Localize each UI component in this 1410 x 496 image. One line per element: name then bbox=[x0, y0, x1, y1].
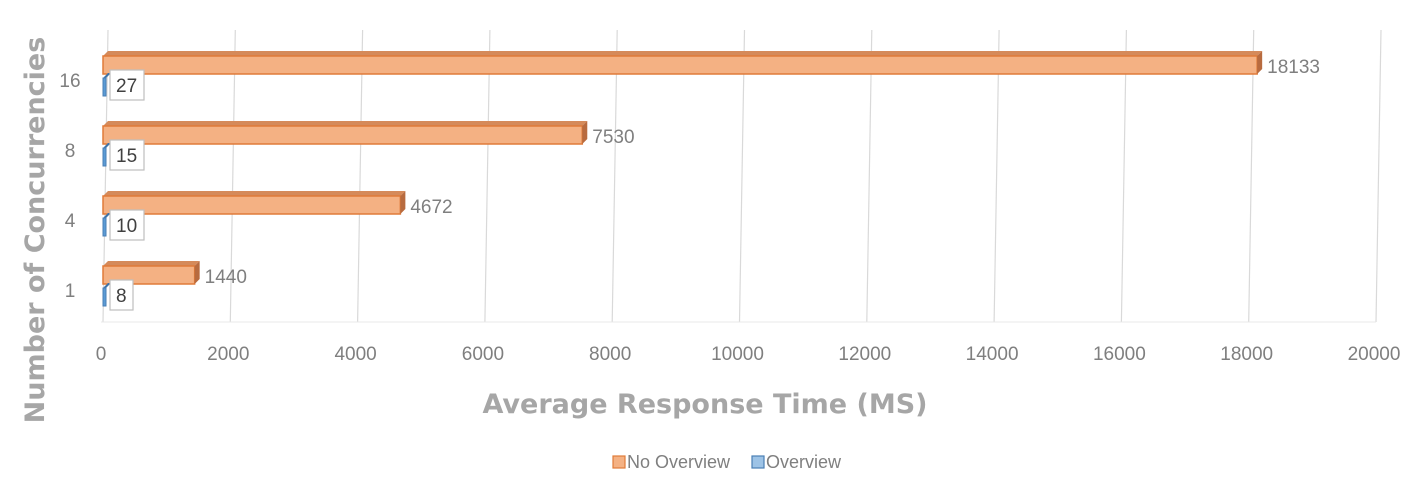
bar-overview-top bbox=[103, 283, 111, 288]
gridline bbox=[357, 29, 364, 323]
data-label-no-overview: 18133 bbox=[1267, 57, 1320, 78]
bar-no-overview-top bbox=[103, 51, 1263, 56]
data-label-box bbox=[109, 209, 145, 241]
bar-overview-top bbox=[103, 73, 111, 78]
bar-no-overview bbox=[102, 55, 1258, 75]
y-category-label: 4 bbox=[65, 211, 76, 232]
gridline bbox=[484, 29, 491, 323]
x-tick-label: 8000 bbox=[589, 344, 631, 365]
bar-no-overview-top bbox=[103, 261, 200, 266]
gridline bbox=[1120, 29, 1127, 323]
x-axis-title: Average Response Time (MS) bbox=[483, 389, 928, 420]
x-tick-label: 20000 bbox=[1348, 344, 1401, 365]
data-label-box bbox=[109, 69, 145, 101]
y-category-label: 1 bbox=[65, 281, 76, 302]
bar-no-overview-side bbox=[400, 191, 406, 214]
gridline bbox=[1375, 29, 1382, 323]
bar-no-overview bbox=[102, 195, 402, 215]
bar-no-overview bbox=[102, 125, 584, 145]
x-tick-label: 6000 bbox=[462, 344, 504, 365]
legend-swatch bbox=[751, 455, 765, 469]
bar-no-overview-side bbox=[1257, 51, 1263, 74]
bar-overview bbox=[102, 287, 107, 307]
bar-overview bbox=[102, 147, 107, 167]
data-label-no-overview: 1440 bbox=[205, 267, 247, 288]
y-axis-title: Number of Concurrencies bbox=[20, 37, 51, 424]
legend-label: No Overview bbox=[627, 452, 731, 472]
x-tick-label: 4000 bbox=[334, 344, 376, 365]
x-tick-label: 18000 bbox=[1220, 344, 1273, 365]
data-label-box bbox=[109, 139, 145, 171]
y-category-labels: 1 4 8 16 bbox=[59, 71, 80, 302]
gridline bbox=[1248, 29, 1255, 323]
data-label-overview: 10 bbox=[116, 216, 137, 237]
gridlines bbox=[101, 29, 1382, 323]
legend-swatch bbox=[612, 455, 626, 469]
gridline bbox=[866, 29, 873, 323]
bar-overview bbox=[102, 77, 107, 97]
bar-no-overview-side bbox=[582, 121, 588, 144]
y-category-label: 8 bbox=[65, 141, 76, 162]
bar-overview-top bbox=[103, 143, 111, 148]
bar-no-overview-top bbox=[103, 121, 588, 126]
x-tick-labels: 0 2000 4000 6000 8000 10000 12000 14000 16000 180… bbox=[96, 344, 1401, 365]
x-tick-label: 12000 bbox=[838, 344, 891, 365]
gridline bbox=[229, 29, 236, 323]
x-tick-label: 16000 bbox=[1093, 344, 1146, 365]
x-tick-label: 10000 bbox=[711, 344, 764, 365]
x-tick-label: 0 bbox=[96, 344, 107, 365]
bar-overview-top bbox=[103, 213, 111, 218]
gridline bbox=[993, 29, 1000, 323]
legend-label: Overview bbox=[766, 452, 842, 472]
y-category-label: 16 bbox=[59, 71, 80, 92]
bar-overview bbox=[102, 217, 107, 237]
data-label-overview: 27 bbox=[116, 76, 137, 97]
data-label-overview: 15 bbox=[116, 146, 137, 167]
data-label-overview: 8 bbox=[116, 286, 127, 307]
x-tick-label: 14000 bbox=[966, 344, 1019, 365]
bar-no-overview-side bbox=[194, 261, 200, 284]
bars bbox=[102, 51, 1263, 307]
gridline bbox=[738, 29, 746, 323]
x-tick-label: 2000 bbox=[207, 344, 249, 365]
bar-no-overview-top bbox=[103, 191, 406, 196]
data-label-no-overview: 7530 bbox=[592, 127, 634, 148]
data-label-box bbox=[109, 279, 134, 311]
data-label-no-overview: 4672 bbox=[410, 197, 452, 218]
legend: No Overview Overview bbox=[612, 452, 842, 472]
gridline bbox=[611, 29, 618, 323]
data-labels: 1440 8 4672 10 7530 15 18133 27 bbox=[109, 57, 1320, 311]
